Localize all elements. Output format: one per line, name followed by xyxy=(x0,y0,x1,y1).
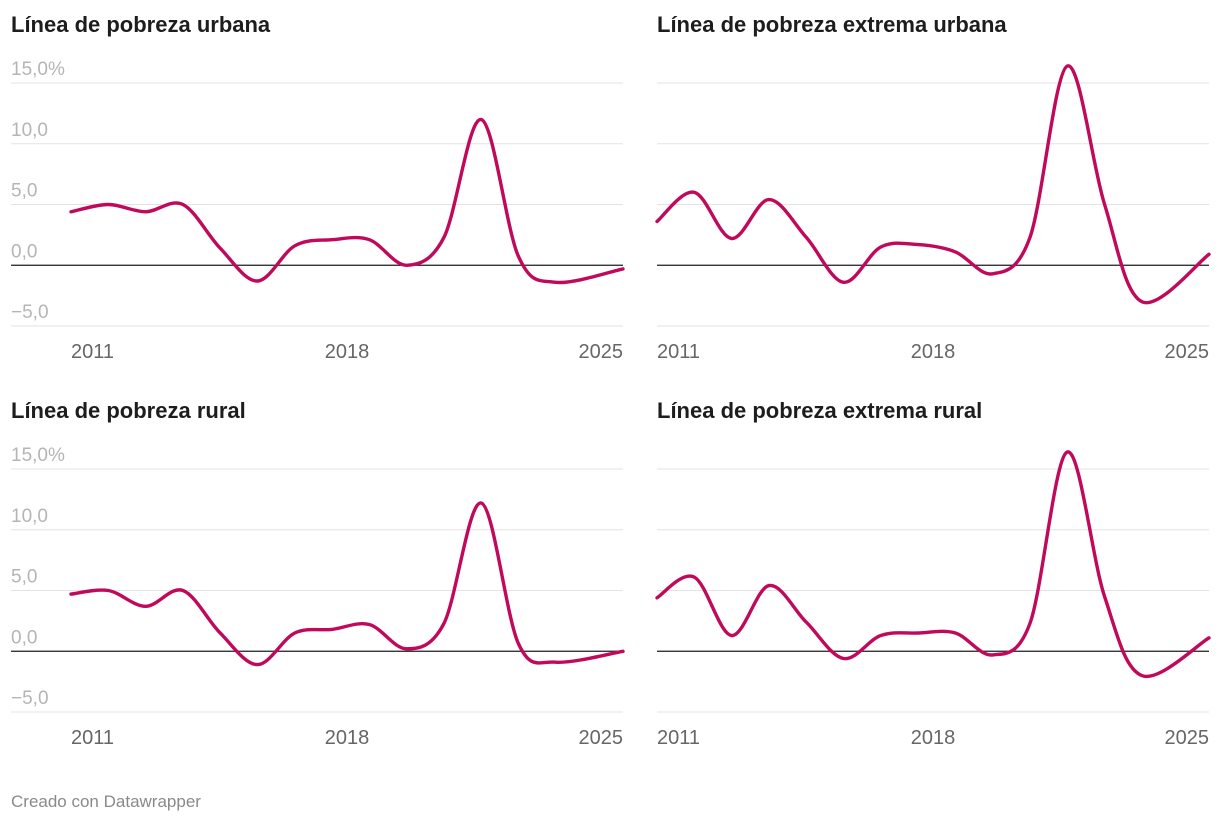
panel-title: Línea de pobreza urbana xyxy=(11,12,271,37)
y-tick-label: 15,0% xyxy=(11,445,65,466)
x-tick-label: 2025 xyxy=(579,341,624,363)
x-tick-label: 2025 xyxy=(579,727,624,749)
x-tick-label: 2018 xyxy=(325,727,370,749)
panel-title: Línea de pobreza rural xyxy=(11,398,246,423)
x-tick-label: 2011 xyxy=(657,727,700,749)
chart-panel-extreme-urban-poverty: Línea de pobreza extrema urbana 2011 2018… xyxy=(655,0,1220,380)
y-tick-label: −5,0 xyxy=(11,688,49,709)
series-line xyxy=(655,450,1211,679)
chart-urban-poverty: 15,0% 10,0 5,0 0,0 −5,0 2011 2018 2025 xyxy=(11,59,625,363)
chart-extreme-urban-poverty: 2011 2018 2025 xyxy=(655,64,1211,363)
x-tick-label: 2011 xyxy=(657,341,700,363)
y-tick-label: 0,0 xyxy=(11,241,37,262)
y-tick-label: 5,0 xyxy=(11,567,37,588)
x-tick-label: 2025 xyxy=(1165,341,1210,363)
footer-credit: Creado con Datawrapper xyxy=(11,792,201,811)
x-tick-label: 2018 xyxy=(325,341,370,363)
y-tick-label: 10,0 xyxy=(11,120,48,141)
panel-title: Línea de pobreza extrema rural xyxy=(657,398,983,423)
series-line xyxy=(655,64,1211,305)
chart-panel-extreme-rural-poverty: Línea de pobreza extrema rural 2011 2018 2… xyxy=(655,386,1220,766)
chart-panel-urban-poverty: Línea de pobreza urbana 15,0% 10,0 5,0 0,0 −… xyxy=(11,0,625,380)
y-tick-label: 15,0% xyxy=(11,59,65,80)
chart-panel-rural-poverty: Línea de pobreza rural 15,0% 10,0 5,0 0,0 −5… xyxy=(11,386,625,766)
chart-rural-poverty: 15,0% 10,0 5,0 0,0 −5,0 2011 2018 2025 xyxy=(11,445,625,749)
y-tick-label: 5,0 xyxy=(11,181,37,202)
y-tick-label: −5,0 xyxy=(11,302,49,323)
series-line xyxy=(69,117,625,285)
x-tick-label: 2025 xyxy=(1165,727,1210,749)
series-line xyxy=(69,501,625,667)
x-tick-label: 2011 xyxy=(71,341,114,363)
y-tick-label: 0,0 xyxy=(11,627,37,648)
x-tick-label: 2018 xyxy=(911,727,956,749)
chart-extreme-rural-poverty: 2011 2018 2025 xyxy=(655,450,1211,749)
x-tick-label: 2011 xyxy=(71,727,114,749)
x-tick-label: 2018 xyxy=(911,341,956,363)
y-tick-label: 10,0 xyxy=(11,506,48,527)
panel-title: Línea de pobreza extrema urbana xyxy=(657,12,1007,37)
